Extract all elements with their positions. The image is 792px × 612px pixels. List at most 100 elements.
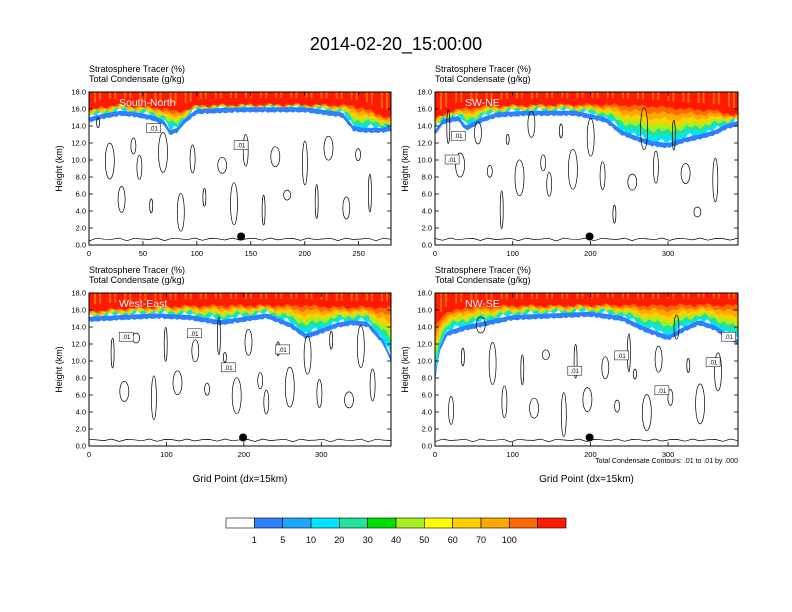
condensate-contour xyxy=(714,352,722,392)
tracer-streak xyxy=(330,92,333,99)
condensate-contour xyxy=(486,165,493,178)
contour-note: Total Condensate Contours: .01 to .01 by… xyxy=(595,458,738,465)
tracer-streak xyxy=(229,92,232,99)
x-tick-label: 200 xyxy=(584,450,597,459)
condensate-contour xyxy=(223,351,227,363)
tracer-streak xyxy=(340,92,343,99)
tracer-streak xyxy=(295,293,298,299)
tracer-streak xyxy=(360,293,363,301)
tracer-streak xyxy=(581,92,584,98)
y-tick-label: 16.0 xyxy=(417,105,432,114)
tracer-streak xyxy=(717,92,720,105)
tracer-streak xyxy=(541,92,543,99)
tracer-streak xyxy=(525,293,528,299)
condensate-contour xyxy=(119,381,130,402)
tracer-streak xyxy=(300,92,303,98)
tracer-streak xyxy=(677,92,680,102)
colorbar-label: 1 xyxy=(252,535,257,545)
tracer-low-fringe xyxy=(89,313,391,363)
tracer-streak xyxy=(375,293,378,301)
tracer-streak xyxy=(647,293,650,299)
x-tick-label: 200 xyxy=(584,249,597,258)
contour-tag: .01 xyxy=(118,331,134,342)
tracer-streak xyxy=(571,92,574,98)
tracer-streak xyxy=(460,293,463,303)
tracer-streak xyxy=(310,293,313,300)
tracer-streak xyxy=(470,92,473,102)
tracer-streak xyxy=(179,92,182,105)
condensate-low-contour xyxy=(435,438,738,443)
tracer-streak xyxy=(275,293,278,299)
tracer-streak xyxy=(109,92,112,100)
tracer-streak xyxy=(325,293,328,300)
condensate-contour xyxy=(527,111,536,138)
condensate-contour xyxy=(633,368,637,380)
contour-tag: .01 xyxy=(614,350,629,361)
colorbar-cell xyxy=(452,517,482,529)
tracer-streak xyxy=(290,92,293,98)
tracer-streak xyxy=(546,293,549,299)
y-tick-label: 2.0 xyxy=(422,224,432,233)
x-tick-label: 250 xyxy=(352,249,365,258)
tracer-streak xyxy=(99,293,102,304)
contour-tag-label: .01 xyxy=(190,332,199,338)
condensate-contour xyxy=(612,204,617,224)
condensate-contour xyxy=(474,121,482,145)
panel-sw-ne: Stratosphere Tracer (%)Total Condensate … xyxy=(400,64,739,258)
tracer-streak xyxy=(139,293,142,301)
tracer-streak xyxy=(637,293,639,299)
colorbar-label: 50 xyxy=(419,535,429,545)
tracer-streak xyxy=(642,293,644,299)
contour-tag: .01 xyxy=(221,362,236,373)
condensate-contour xyxy=(151,375,157,421)
tracer-streak xyxy=(375,92,378,107)
condensate-contour xyxy=(302,140,308,186)
tracer-streak xyxy=(733,92,735,108)
condensate-contour xyxy=(117,186,126,213)
tracer-streak xyxy=(632,92,634,99)
condensate-contour xyxy=(546,171,553,197)
tracer-streak xyxy=(245,92,247,98)
tracer-streak xyxy=(712,293,715,299)
condensate-contour xyxy=(686,358,691,373)
tracer-streak xyxy=(672,92,675,102)
condensate-contour xyxy=(261,194,266,226)
location-marker xyxy=(585,433,594,442)
y-tick-label: 18.0 xyxy=(417,289,432,298)
panel-header-condensate: Total Condensate (g/kg) xyxy=(89,275,185,285)
tracer-streak xyxy=(350,92,353,100)
condensate-contour xyxy=(244,328,253,356)
x-axis-label: Grid Point (dx=15km) xyxy=(539,474,634,485)
condensate-contour xyxy=(257,372,264,390)
tracer-streak xyxy=(260,293,263,299)
panel-label: West-East xyxy=(119,298,167,310)
condensate-contour xyxy=(712,157,719,203)
panel-header-tracer: Stratosphere Tracer (%) xyxy=(89,265,185,275)
tracer-streak xyxy=(601,92,604,98)
tracer-streak xyxy=(455,92,458,104)
tracer-streak xyxy=(265,92,268,98)
contour-tag-box xyxy=(705,357,721,367)
y-tick-label: 2.0 xyxy=(76,224,86,233)
tracer-streak xyxy=(315,92,318,99)
tracer-streak xyxy=(386,92,388,110)
x-tick-label: 200 xyxy=(238,450,251,459)
y-tick-label: 8.0 xyxy=(422,173,432,182)
tracer-streak xyxy=(280,92,283,98)
tracer-streak xyxy=(209,92,212,99)
tracer-streak xyxy=(154,293,157,301)
tracer-streak xyxy=(637,92,639,100)
tracer-streak xyxy=(184,293,187,300)
tracer-streak xyxy=(621,92,624,99)
y-tick-label: 4.0 xyxy=(422,207,432,216)
panel-plot-area: .01 .01 .01 .01 xyxy=(89,293,391,443)
condensate-contour xyxy=(667,389,674,406)
tracer-streak xyxy=(551,293,554,299)
panel-plot-area: .01 .01 xyxy=(89,92,391,242)
tracer-streak xyxy=(114,92,117,99)
condensate-contour xyxy=(505,134,510,145)
tracer-streak xyxy=(315,293,318,300)
tracer-streak xyxy=(707,293,710,299)
colorbar: 1 5 10 20 30 40 50 60 70 100 xyxy=(225,517,567,545)
